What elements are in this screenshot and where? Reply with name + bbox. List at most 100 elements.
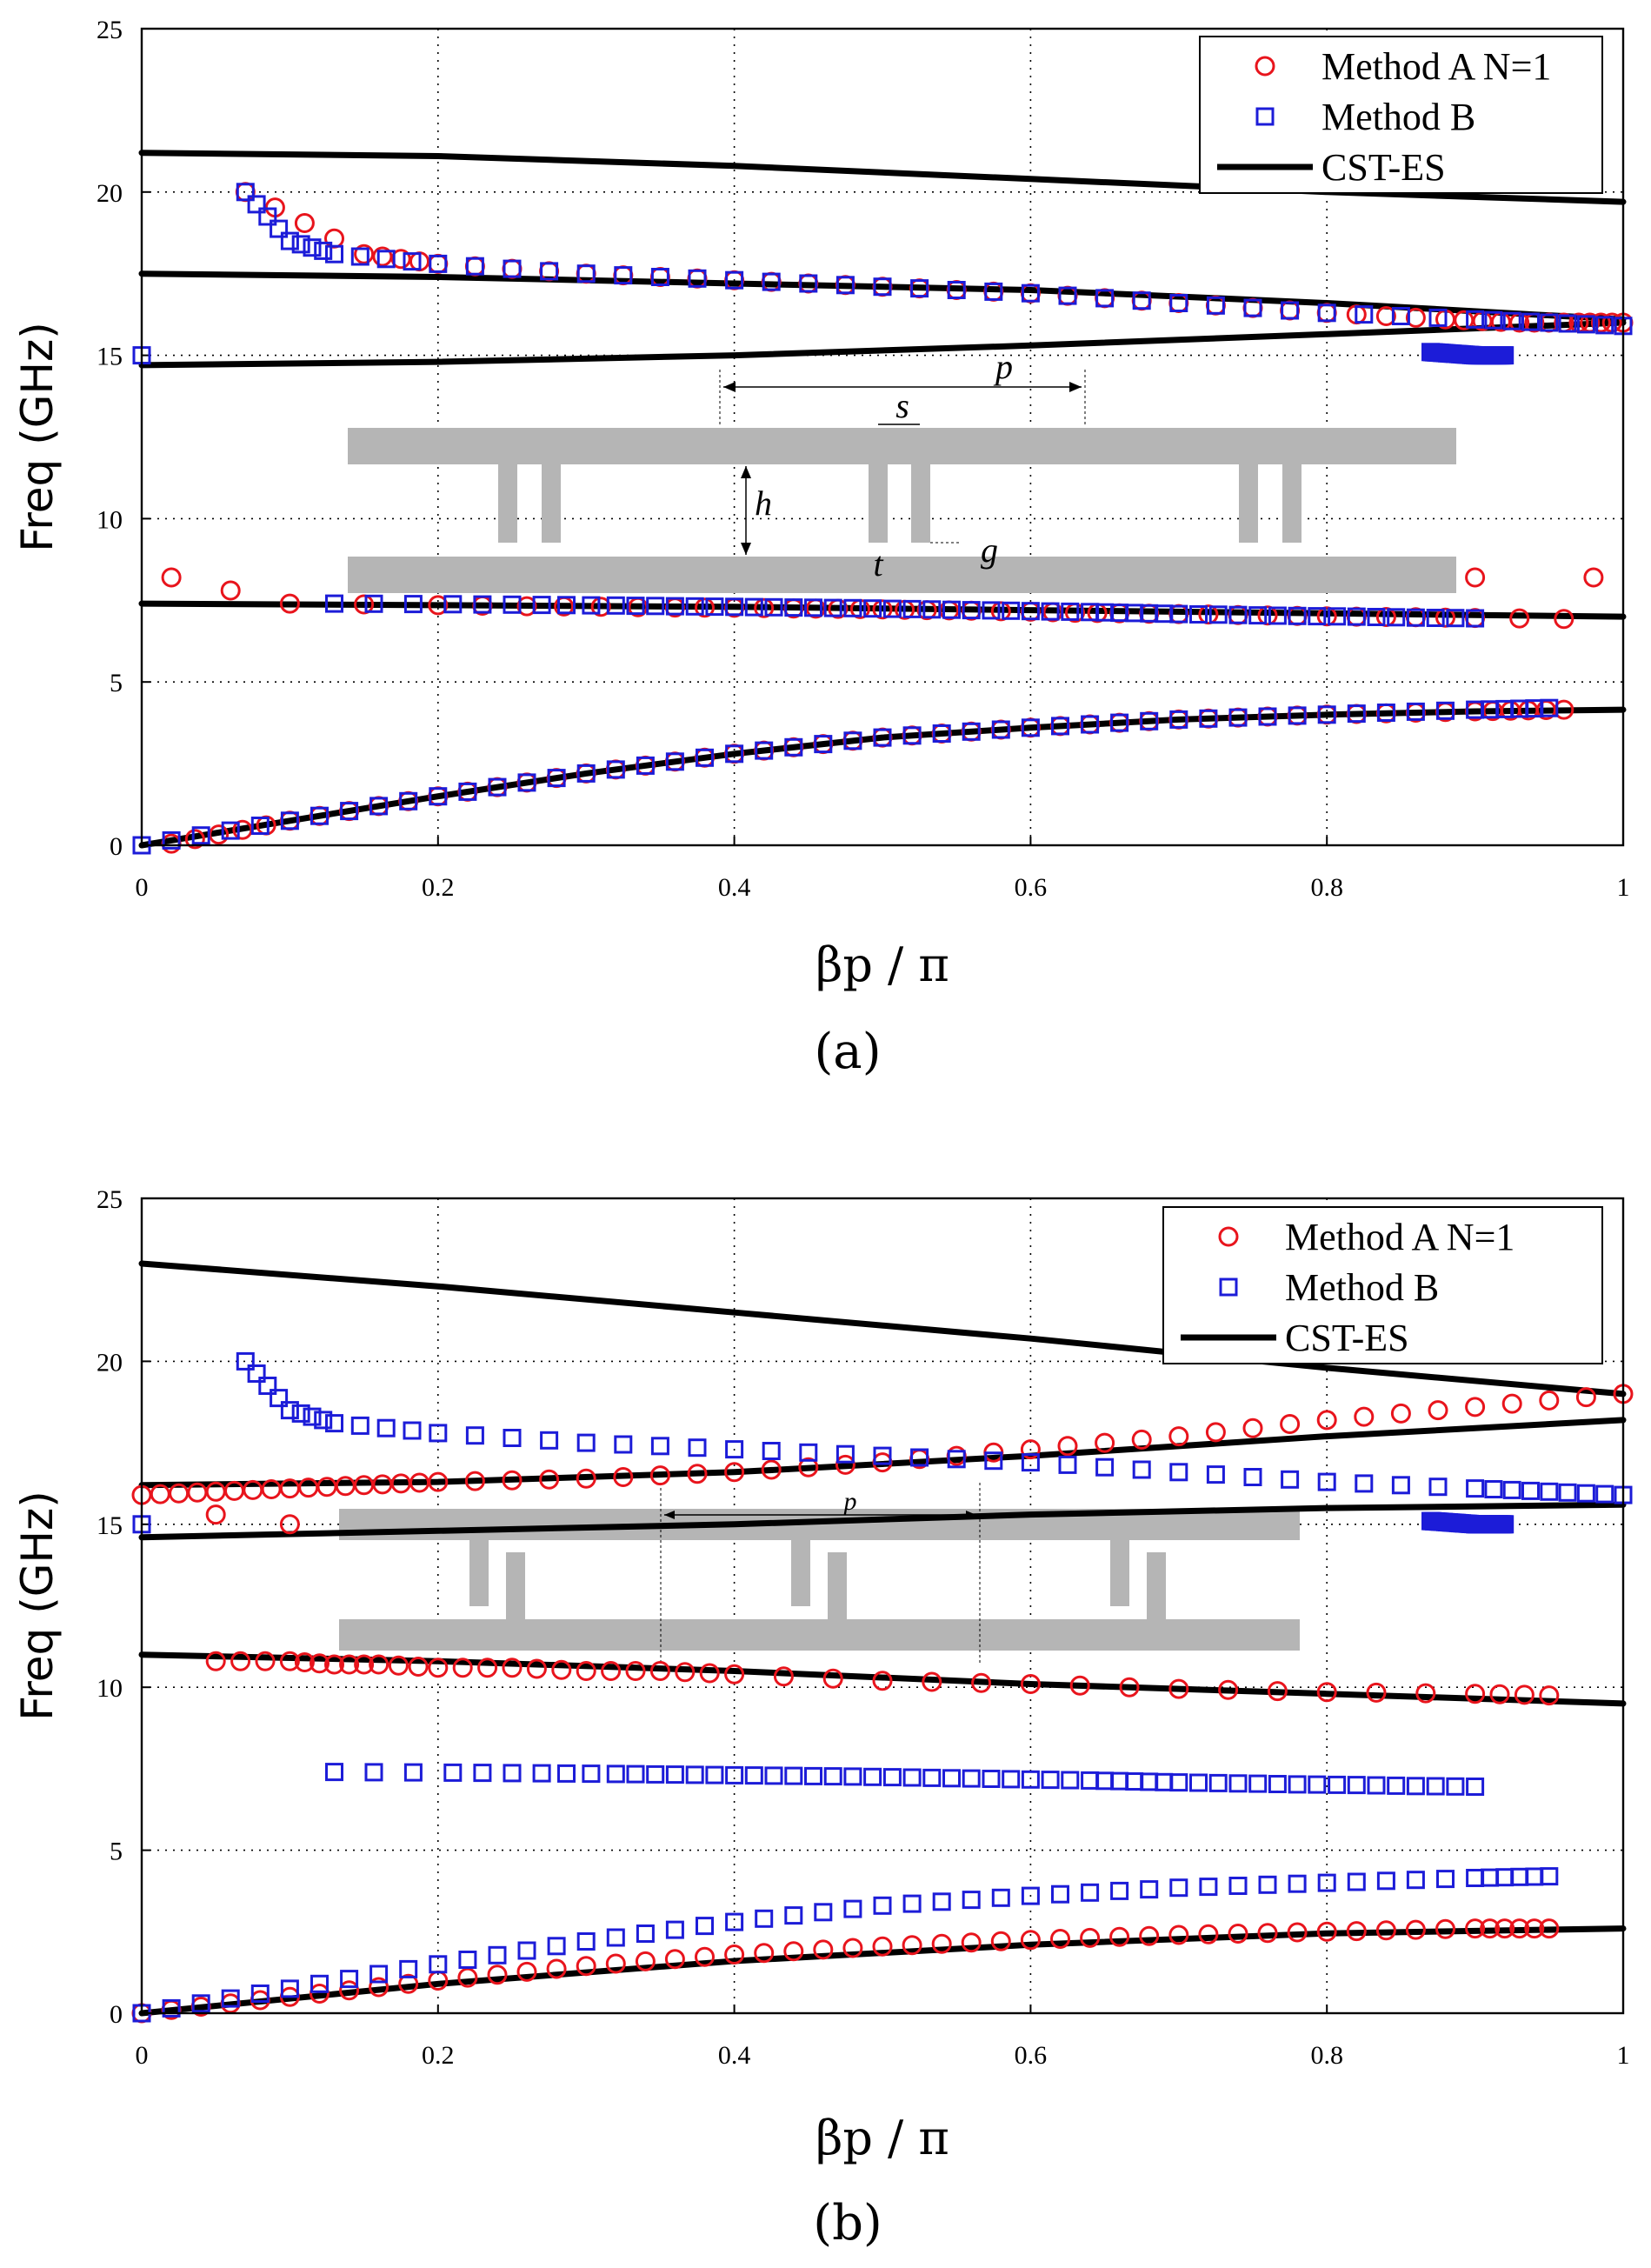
method-a-point [1590, 312, 1611, 333]
method-a-point [1465, 1684, 1486, 1704]
method-a-point [1020, 1930, 1041, 1951]
dimension-label-t: t [873, 544, 883, 584]
method-b-point [1258, 707, 1277, 726]
method-b-point [725, 270, 744, 290]
legend-label: Method A N=1 [1321, 45, 1551, 88]
method-b-point [557, 596, 576, 615]
method-b-point [1189, 1773, 1208, 1792]
method-b-point [1243, 1468, 1262, 1486]
method-b-point [280, 231, 299, 250]
method-b-point [882, 1768, 902, 1787]
method-a-point [1198, 604, 1219, 625]
method-b-point [191, 1994, 210, 2013]
method-b-point [646, 1764, 665, 1784]
legend-marker-method-a [1218, 1226, 1239, 1247]
method-b-point [369, 797, 389, 816]
method-b-point [1243, 298, 1262, 317]
method-b-point [1110, 1881, 1129, 1900]
method-b-point [310, 1974, 329, 1993]
method-a-point [1280, 1414, 1301, 1434]
method-b-point [1169, 294, 1188, 312]
method-a-point [1495, 1918, 1515, 1939]
method-b-point [646, 597, 665, 616]
cst-es-branch [138, 1501, 1627, 1541]
method-b-point [942, 600, 961, 619]
method-b-point [696, 1917, 714, 1936]
stub-center-left [869, 464, 888, 543]
method-a-point [1509, 1918, 1530, 1939]
method-a-point [539, 1469, 560, 1490]
method-b-point [1228, 1877, 1248, 1895]
method-b-point [947, 281, 966, 299]
method-a-point [310, 1984, 330, 2004]
method-a-point [551, 1659, 572, 1680]
method-b-point [1540, 313, 1559, 332]
method-b-point [1347, 704, 1366, 724]
method-b-point [755, 1909, 774, 1928]
method-b-point [873, 277, 892, 297]
method-b-point [443, 595, 463, 614]
method-b-point [882, 599, 902, 618]
method-a-point [1465, 1918, 1486, 1939]
method-b-point [547, 769, 566, 788]
series-method-b [132, 183, 1633, 855]
method-a-point [625, 1661, 646, 1681]
method-a-point [1465, 1397, 1486, 1418]
method-b-point [399, 791, 418, 810]
panel-caption: (a) [814, 1024, 881, 1080]
method-b-point [1521, 312, 1540, 331]
method-b-point [1540, 698, 1559, 717]
method-b-point [325, 1763, 343, 1782]
method-b-point [814, 1903, 833, 1922]
method-a-point [161, 567, 182, 588]
method-b-point [650, 268, 669, 286]
method-b-point [784, 737, 803, 757]
arrow-head [741, 543, 751, 555]
method-a-point [783, 1941, 804, 1962]
method-a-point [477, 1658, 498, 1678]
method-b-point [221, 821, 240, 840]
method-b-point [696, 748, 714, 767]
method-b-point [863, 1767, 882, 1786]
method-b-point [1041, 1771, 1060, 1790]
method-a-point [576, 1956, 596, 1977]
method-b-point [1387, 1776, 1406, 1795]
method-b-point [744, 597, 763, 617]
method-a-point [255, 1651, 276, 1671]
method-b-point [962, 1769, 981, 1788]
method-a-point [1316, 1921, 1337, 1942]
method-a-point [675, 1662, 696, 1683]
y-tick-label: 10 [97, 505, 123, 534]
method-a-point [398, 1973, 419, 1994]
method-b-point [932, 1892, 951, 1911]
method-b-point [823, 598, 842, 617]
method-a-point [220, 580, 241, 601]
panel-caption: (b) [813, 2195, 882, 2251]
method-a-point [902, 1935, 922, 1956]
method-b-point [1189, 605, 1208, 624]
method-b-point [403, 1421, 422, 1440]
y-tick-label: 20 [97, 1348, 123, 1377]
method-a-point [754, 1943, 775, 1964]
x-tick-label: 0.4 [718, 2041, 751, 2070]
method-a-point [1139, 1925, 1160, 1946]
method-a-point [457, 1967, 478, 1988]
method-b-point [636, 756, 655, 775]
method-b-point [942, 1769, 961, 1788]
method-b-point [1002, 1770, 1021, 1789]
method-b-point [325, 594, 343, 613]
method-b-point [1446, 609, 1465, 628]
method-b-point [1228, 605, 1248, 624]
method-a-point [773, 1666, 794, 1687]
method-b-point [1061, 602, 1080, 621]
method-b-point [922, 600, 942, 619]
method-b-point [247, 195, 266, 214]
method-a-point [724, 1664, 745, 1684]
y-tick-label: 0 [110, 832, 123, 861]
method-a-point [1539, 1685, 1560, 1706]
method-b-point [1355, 1474, 1374, 1493]
method-b-point [1288, 706, 1307, 725]
method-b-point [443, 1763, 463, 1782]
method-a-point [1242, 1418, 1263, 1438]
method-b-point [1258, 1875, 1277, 1894]
